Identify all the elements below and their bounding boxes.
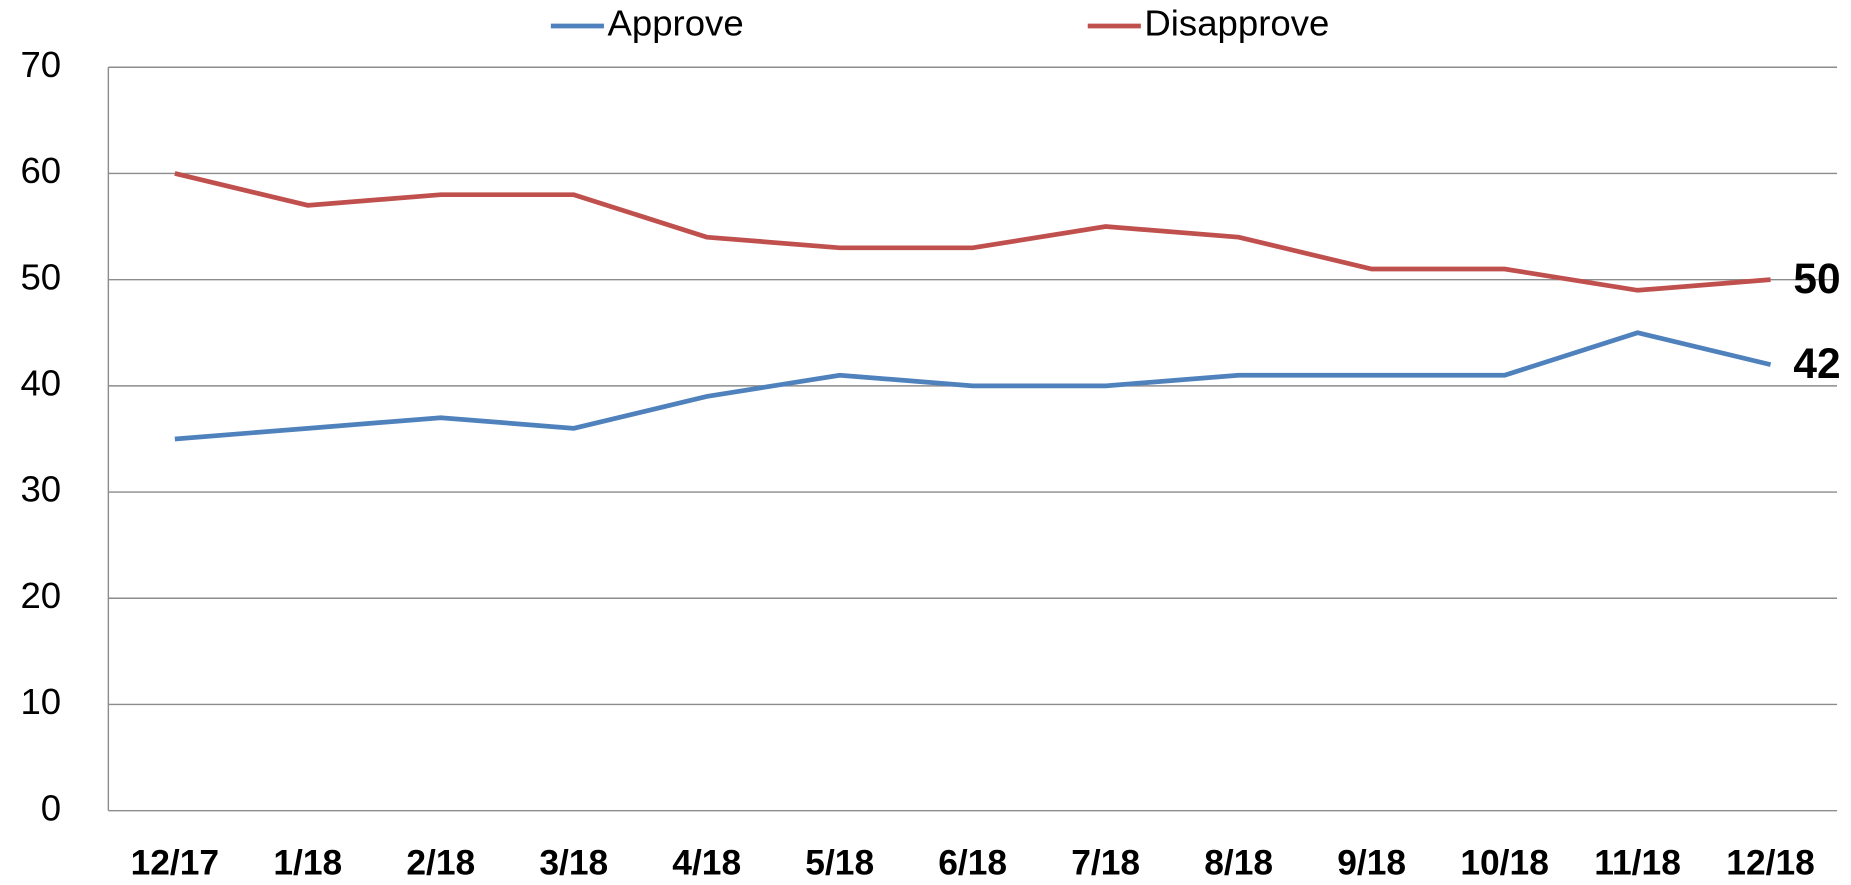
value-label: 50: [1793, 256, 1840, 303]
y-tick-label: 50: [20, 256, 61, 297]
x-tick-label: 6/18: [938, 843, 1007, 882]
y-tick-label: 70: [20, 44, 61, 85]
x-tick-label: 12/18: [1726, 843, 1815, 882]
x-tick-label: 8/18: [1204, 843, 1273, 882]
legend-label: Disapprove: [1144, 3, 1329, 44]
x-tick-label: 1/18: [273, 843, 342, 882]
x-tick-label: 10/18: [1460, 843, 1549, 882]
y-tick-label: 0: [41, 787, 61, 828]
y-tick-label: 40: [20, 363, 61, 404]
value-label: 42: [1793, 341, 1840, 388]
x-tick-label: 9/18: [1337, 843, 1406, 882]
series-line: [174, 171, 1771, 293]
y-tick-label: 60: [20, 150, 61, 191]
x-tick-label: 5/18: [805, 843, 874, 882]
legend-label: Approve: [607, 3, 743, 44]
y-tick-label: 30: [20, 469, 61, 510]
x-tick-label: 7/18: [1071, 843, 1140, 882]
x-tick-label: 4/18: [672, 843, 741, 882]
series-line: [174, 330, 1772, 442]
x-tick-label: 2/18: [406, 843, 475, 882]
y-tick-label: 20: [20, 575, 61, 616]
x-tick-label: 12/17: [131, 843, 220, 882]
x-tick-label: 3/18: [539, 843, 608, 882]
x-tick-label: 11/18: [1594, 843, 1681, 882]
y-tick-label: 10: [20, 681, 61, 722]
